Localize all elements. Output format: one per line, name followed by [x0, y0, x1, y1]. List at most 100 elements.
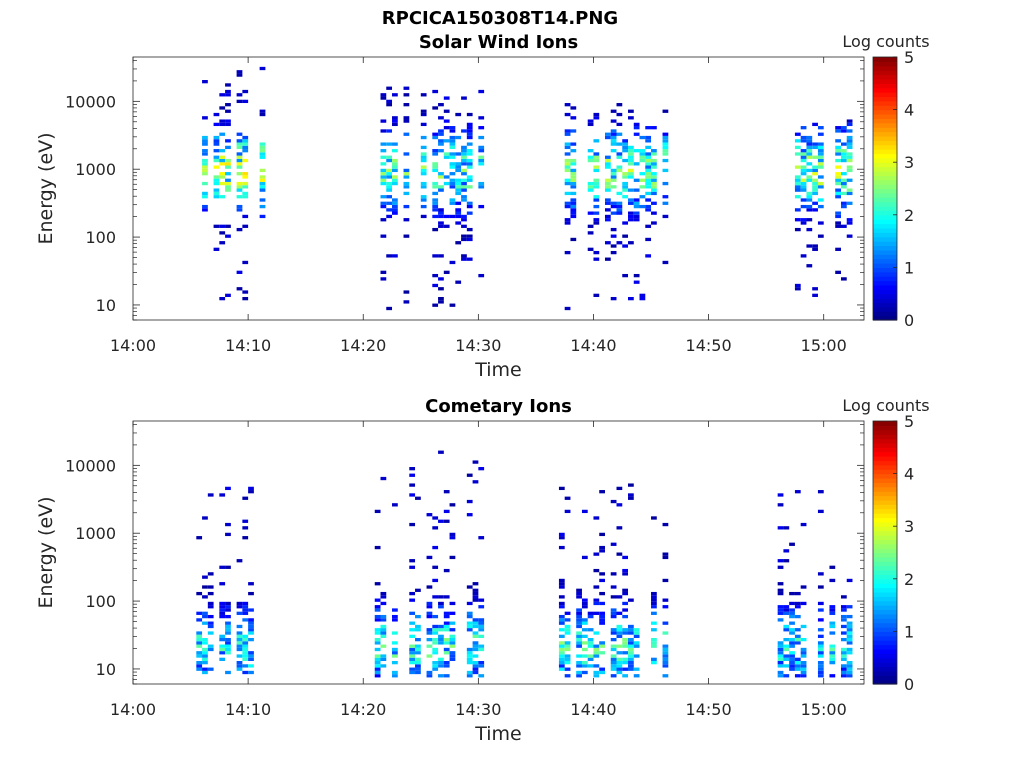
spectrogram-cell — [587, 231, 594, 235]
spectrogram-cell — [587, 614, 594, 619]
spectrogram-cell — [380, 172, 387, 176]
spectrogram-cell — [426, 631, 433, 635]
spectrogram-cell — [662, 142, 669, 146]
spectrogram-cell — [777, 611, 784, 615]
spectrogram-cell — [777, 618, 784, 622]
spectrogram-cell — [570, 181, 577, 186]
spectrogram-cell — [662, 578, 669, 583]
spectrogram-cell — [438, 172, 444, 176]
spectrogram-cell — [438, 132, 444, 136]
spectrogram-cell — [817, 145, 824, 150]
spectrogram-cell — [587, 149, 594, 153]
spectrogram-cell — [415, 624, 421, 629]
spectrogram-cell — [392, 204, 398, 209]
colorbar-segment — [873, 315, 897, 321]
plot-frame — [132, 420, 865, 685]
spectrogram-cell — [800, 155, 807, 159]
spectrogram-cell — [639, 158, 646, 163]
x-tick-label: 14:20 — [340, 700, 386, 719]
spectrogram-cell — [374, 664, 381, 668]
spectrogram-cell — [570, 208, 577, 212]
spectrogram-cell — [386, 86, 393, 90]
spectrogram-cell — [616, 631, 623, 635]
spectrogram-cell — [846, 621, 853, 625]
spectrogram-cell — [461, 224, 467, 228]
spectrogram-cell — [432, 637, 439, 642]
spectrogram-cell — [478, 621, 485, 625]
spectrogram-cell — [593, 158, 600, 163]
spectrogram-cell — [438, 450, 444, 454]
spectrogram-cell — [794, 181, 801, 186]
colorbar-segment — [873, 508, 897, 514]
spectrogram-cell — [783, 654, 790, 658]
spectrogram-cell — [432, 303, 439, 307]
spectrogram-cell — [392, 208, 398, 212]
spectrogram-cell — [840, 142, 847, 146]
spectrogram-cell — [558, 651, 565, 655]
spectrogram-cell — [202, 654, 208, 658]
spectrogram-cell — [633, 273, 640, 278]
spectrogram-cell — [219, 608, 226, 612]
spectrogram-cell — [616, 168, 623, 173]
spectrogram-cell — [466, 211, 473, 215]
spectrogram-cell — [466, 126, 473, 130]
spectrogram-cell — [806, 204, 813, 209]
spectrogram-cell — [628, 657, 634, 661]
spectrogram-cell — [628, 598, 634, 602]
spectrogram-cell — [604, 198, 611, 202]
spectrogram-cell — [558, 628, 565, 632]
spectrogram-cell — [461, 155, 467, 159]
spectrogram-cell — [455, 188, 462, 192]
spectrogram-cell — [604, 214, 611, 219]
spectrogram-cell — [593, 116, 600, 120]
spectrogram-cell — [248, 618, 254, 622]
spectrogram-cell — [443, 674, 450, 678]
spectrogram-cell — [628, 651, 634, 655]
spectrogram-cell — [438, 657, 444, 661]
spectrogram-cell — [415, 667, 421, 671]
spectrogram-cell — [651, 149, 657, 153]
spectrogram-cell — [242, 670, 249, 675]
spectrogram-cell — [415, 628, 421, 632]
spectrogram-cell — [374, 545, 381, 550]
spectrogram-cell — [587, 188, 594, 192]
spectrogram-cell — [374, 598, 381, 602]
spectrogram-cell — [628, 116, 634, 120]
spectrogram-cell — [645, 152, 652, 156]
spectrogram-cell — [449, 162, 456, 166]
spectrogram-cell — [777, 605, 784, 609]
spectrogram-cell — [587, 654, 594, 658]
spectrogram-cell — [783, 549, 790, 553]
spectrogram-cell — [794, 614, 801, 619]
plot-frame — [132, 56, 865, 321]
spectrogram-cell — [622, 572, 629, 576]
spectrogram-cell — [783, 657, 790, 661]
colorbar-segment — [873, 170, 897, 176]
colorbar-segment — [873, 113, 897, 119]
spectrogram-cell — [207, 614, 214, 619]
spectrogram-cell — [374, 667, 381, 671]
spectrogram-cell — [829, 651, 836, 655]
spectrogram-cell — [472, 664, 479, 668]
spectrogram-cell — [783, 637, 790, 642]
colorbar-segment — [873, 565, 897, 571]
spectrogram-cell — [800, 158, 807, 163]
spectrogram-cell — [432, 214, 439, 219]
spectrogram-cell — [794, 145, 801, 150]
spectrogram-cell — [628, 647, 634, 652]
spectrogram-cell — [616, 664, 623, 668]
spectrogram-cell — [610, 132, 617, 136]
spectrogram-cell — [443, 119, 450, 123]
spectrogram-cell — [835, 247, 841, 251]
spectrogram-cell — [455, 211, 462, 215]
spectrogram-cell — [846, 637, 853, 642]
spectrogram-cell — [651, 152, 657, 156]
colorbar-segment — [873, 311, 897, 317]
spectrogram-cell — [242, 657, 249, 661]
colorbar-segment — [873, 648, 897, 654]
spectrogram-cell — [443, 214, 450, 219]
spectrogram-cell — [466, 651, 473, 655]
spectrogram-cell — [225, 621, 231, 625]
spectrogram-cell — [645, 155, 652, 159]
spectrogram-cell — [242, 191, 249, 196]
